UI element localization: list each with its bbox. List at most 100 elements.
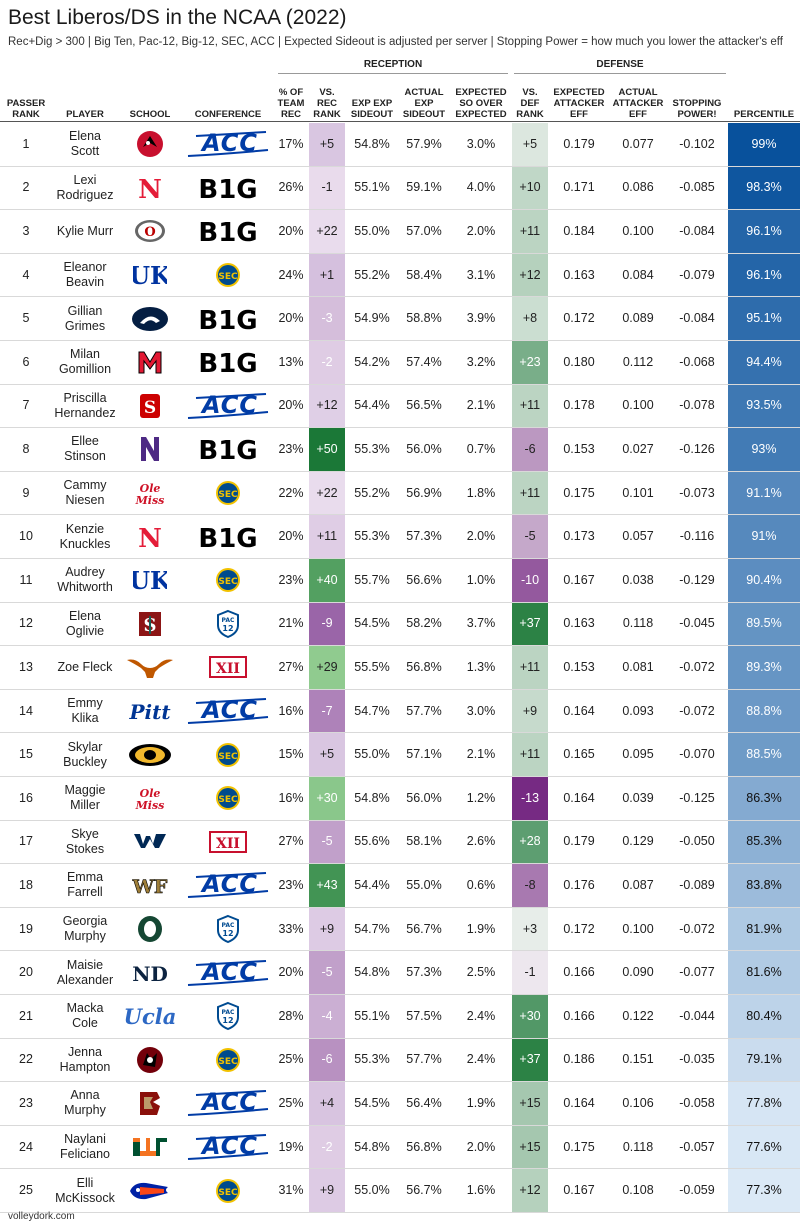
so-over-expected-cell: 0.7% xyxy=(466,441,496,456)
vs-def-rank-cell: -5 xyxy=(512,515,548,558)
svg-text:B1G: B1G xyxy=(198,306,257,332)
vs-def-rank-cell: +5 xyxy=(512,123,548,166)
player-cell: Gillian Grimes xyxy=(64,303,106,333)
stopping-power-cell: -0.035 xyxy=(679,1052,715,1067)
stopping-power-cell: -0.073 xyxy=(679,485,715,500)
percentile-cell: 90.4% xyxy=(728,559,800,602)
percentile-cell: 91.1% xyxy=(728,471,800,515)
acc-conference-logo-icon: ACC xyxy=(182,123,274,166)
sec-conference-logo-icon: SEC xyxy=(182,472,274,515)
table-row: 25 Elli McKissock SEC 31% +9 55.0% 56.7% 1.6% +1… xyxy=(0,1169,800,1213)
pct-team-rec-cell: 20% xyxy=(278,223,304,238)
percentile-cell: 86.3% xyxy=(728,777,800,820)
svg-text:UK: UK xyxy=(133,261,167,289)
expected-attacker-eff-cell: 0.179 xyxy=(563,834,595,849)
header-expected-attacker-eff: EXPECTED ATTACKER EFF xyxy=(553,87,605,120)
big12-conference-logo-icon: XII xyxy=(182,646,274,689)
kentucky-logo-icon: UK xyxy=(118,559,182,602)
percentile-cell: 96.1% xyxy=(728,210,800,253)
expected-attacker-eff-cell: 0.164 xyxy=(563,1095,595,1110)
actual-exp-sideout-cell: 56.7% xyxy=(406,1183,442,1198)
header-divider xyxy=(0,121,800,122)
actual-exp-sideout-cell: 57.9% xyxy=(406,136,442,151)
percentile-cell: 98.3% xyxy=(728,166,800,210)
exp-exp-sideout-cell: 54.5% xyxy=(354,616,390,631)
svg-text:Miss: Miss xyxy=(135,494,165,507)
vs-def-rank-cell: +15 xyxy=(512,1082,548,1125)
ucla-logo-icon: Ucla xyxy=(118,995,182,1038)
actual-attacker-eff-cell: 0.122 xyxy=(622,1008,654,1023)
vs-rec-rank-cell: +40 xyxy=(309,559,345,602)
expected-attacker-eff-cell: 0.175 xyxy=(563,1139,595,1154)
rank-cell: 8 xyxy=(22,441,30,456)
svg-text:SEC: SEC xyxy=(218,752,238,762)
header-vs-rec-rank: VS. REC RANK xyxy=(313,87,341,120)
table-row: 23 Anna Murphy ACC 25% +4 54.5% 56.4% 1.9% +15 0.… xyxy=(0,1082,800,1126)
stopping-power-cell: -0.059 xyxy=(679,1183,715,1198)
player-cell: Emmy Klika xyxy=(67,696,103,726)
player-cell: Emma Farrell xyxy=(66,870,104,900)
vs-def-rank-cell: +12 xyxy=(512,253,548,297)
table-row: 13 Zoe Fleck XII 27% +29 55.5% 56.8% 1.3% +11 0.1… xyxy=(0,646,800,690)
player-cell: Priscilla Hernandez xyxy=(54,390,116,420)
so-over-expected-cell: 1.9% xyxy=(466,1095,496,1110)
ole-miss-logo-icon: Ole Miss xyxy=(118,777,182,820)
svg-text:B1G: B1G xyxy=(198,175,257,201)
percentile-cell: 77.3% xyxy=(728,1169,800,1212)
table-row: 7 Priscilla Hernandez S ACC 20% +12 54.4% 56.5%… xyxy=(0,384,800,429)
ole-miss-logo-icon: Ole Miss xyxy=(118,472,182,515)
west-virginia-logo-icon xyxy=(118,821,182,864)
player-cell: Macka Cole xyxy=(66,1001,104,1031)
actual-attacker-eff-cell: 0.129 xyxy=(622,834,654,849)
vs-rec-rank-cell: +5 xyxy=(309,123,345,166)
actual-attacker-eff-cell: 0.095 xyxy=(622,747,654,762)
exp-exp-sideout-cell: 55.5% xyxy=(354,659,390,674)
percentile-cell: 83.8% xyxy=(728,864,800,907)
actual-exp-sideout-cell: 55.0% xyxy=(406,877,442,892)
exp-exp-sideout-cell: 54.5% xyxy=(354,1095,390,1110)
player-cell: Milan Gomillion xyxy=(58,347,112,377)
so-over-expected-cell: 2.1% xyxy=(466,398,496,413)
actual-exp-sideout-cell: 56.5% xyxy=(406,398,442,413)
vs-def-rank-cell: -8 xyxy=(512,864,548,907)
missouri-logo-icon xyxy=(118,733,182,776)
header-percentile: PERCENTILE xyxy=(733,109,795,120)
expected-attacker-eff-cell: 0.172 xyxy=(563,921,595,936)
stopping-power-cell: -0.077 xyxy=(679,965,715,980)
table-row: 5 Gillian Grimes B1G 20% -3 54.9% 58.8% 3.9% +8 0… xyxy=(0,297,800,341)
actual-attacker-eff-cell: 0.106 xyxy=(622,1095,654,1110)
stopping-power-cell: -0.116 xyxy=(679,529,715,544)
vs-rec-rank-cell: +22 xyxy=(309,471,345,515)
stopping-power-cell: -0.070 xyxy=(679,747,715,762)
vs-def-rank-cell: -10 xyxy=(512,559,548,602)
player-cell: Elli McKissock xyxy=(55,1175,115,1205)
rank-cell: 16 xyxy=(19,790,33,805)
stopping-power-cell: -0.057 xyxy=(679,1139,715,1154)
header-actual-attacker-eff: ACTUAL ATTACKER EFF xyxy=(612,87,664,120)
so-over-expected-cell: 3.9% xyxy=(466,311,496,326)
vs-rec-rank-cell: +5 xyxy=(309,733,345,776)
maryland-logo-icon xyxy=(118,341,182,384)
actual-exp-sideout-cell: 56.4% xyxy=(406,1095,442,1110)
pct-team-rec-cell: 19% xyxy=(278,1139,304,1154)
pct-team-rec-cell: 15% xyxy=(278,747,304,762)
exp-exp-sideout-cell: 55.0% xyxy=(354,747,390,762)
stopping-power-cell: -0.072 xyxy=(679,921,715,936)
louisville-logo-icon xyxy=(118,123,182,166)
vs-rec-rank-cell: +4 xyxy=(309,1082,345,1125)
percentile-cell: 88.5% xyxy=(728,733,800,776)
vs-rec-rank-cell: +30 xyxy=(309,777,345,820)
svg-text:Ole: Ole xyxy=(140,482,161,495)
nc-state-logo-icon: S xyxy=(118,385,182,428)
so-over-expected-cell: 2.5% xyxy=(466,965,496,980)
acc-conference-logo-icon: ACC xyxy=(182,1082,274,1125)
pct-team-rec-cell: 21% xyxy=(278,616,304,631)
rank-cell: 15 xyxy=(19,747,33,762)
actual-attacker-eff-cell: 0.039 xyxy=(622,790,654,805)
vs-rec-rank-cell: -3 xyxy=(309,297,345,340)
vs-rec-rank-cell: -7 xyxy=(309,689,345,733)
expected-attacker-eff-cell: 0.180 xyxy=(563,354,595,369)
percentile-cell: 88.8% xyxy=(728,689,800,733)
svg-text:12: 12 xyxy=(222,624,233,633)
